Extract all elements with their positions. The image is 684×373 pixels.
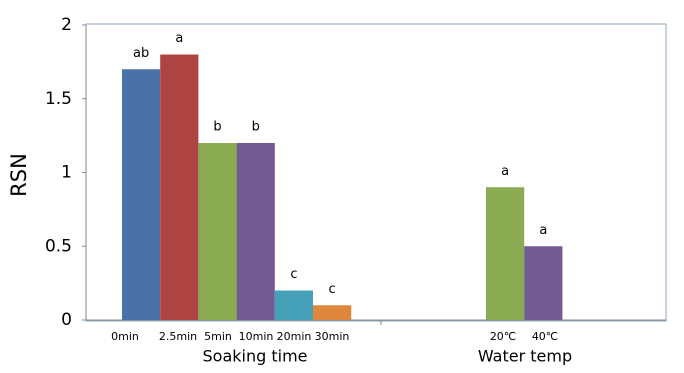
x-tick-label: 0min (111, 330, 139, 343)
x-tick-label: 5min (204, 330, 232, 343)
bar (236, 143, 275, 320)
bar (486, 187, 525, 320)
significance-letter: a (501, 164, 509, 179)
group-label: Water temp (478, 347, 572, 366)
significance-letter: ab (133, 46, 149, 61)
bar (122, 69, 161, 320)
x-tick-label: 2.5min (159, 330, 197, 343)
significance-letter: b (252, 120, 260, 135)
group-label: Soaking time (203, 347, 308, 366)
significance-letter: c (329, 282, 336, 297)
y-tick-label: 2 (61, 15, 72, 35)
bar (524, 246, 563, 320)
y-tick-label: 0.5 (45, 236, 72, 256)
bar (274, 290, 313, 320)
significance-letter: a (539, 223, 547, 238)
y-tick-label: 1.5 (45, 89, 72, 109)
x-tick-label: 30min (315, 330, 350, 343)
significance-letter: b (213, 120, 221, 135)
significance-letter: c (290, 267, 297, 282)
x-tick-label: 20min (277, 330, 312, 343)
bar (160, 54, 199, 320)
y-tick-label: 0 (61, 310, 72, 330)
significance-letter: a (175, 31, 183, 46)
y-axis-label: RSN (7, 153, 31, 197)
x-tick-label: 20℃ (490, 330, 516, 343)
bar (198, 143, 237, 320)
y-tick-label: 1 (61, 163, 72, 183)
x-tick-label: 10min (239, 330, 274, 343)
bar (313, 305, 352, 320)
x-tick-label: 40℃ (532, 330, 558, 343)
